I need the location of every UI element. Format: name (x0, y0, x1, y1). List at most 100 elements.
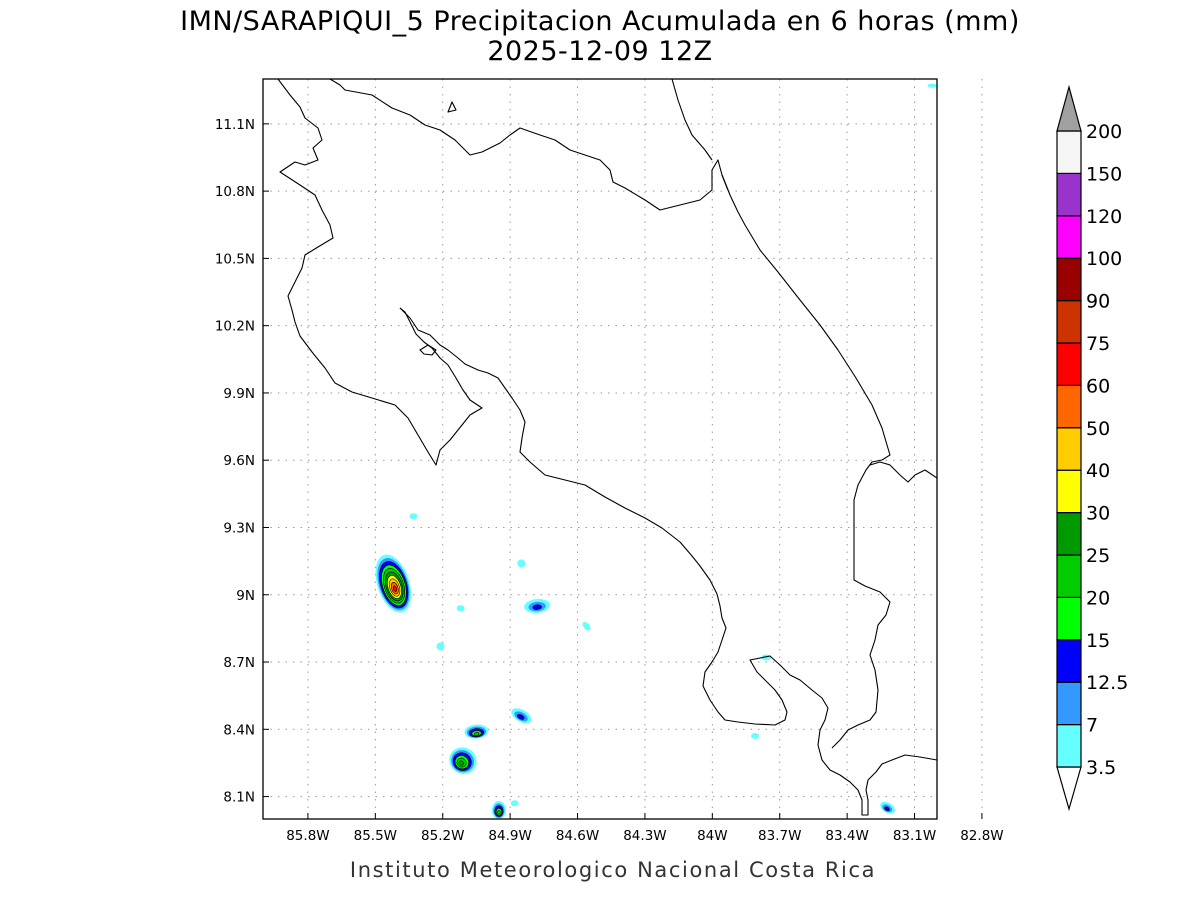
colorbar-label-7: 7 (1086, 715, 1098, 737)
contour-level-3.5 (436, 642, 445, 651)
pacific-coastline (277, 79, 483, 466)
lon-tick-label: 84.9W (488, 828, 531, 844)
colorbar-swatch-60 (1056, 342, 1082, 387)
contour-level-12.5 (884, 806, 890, 812)
contour-level-20 (473, 732, 480, 736)
colorbar-swatch-3.5 (1056, 723, 1082, 768)
contour-level-12.5 (532, 604, 542, 610)
limon-coast (869, 461, 937, 483)
colorbar-label-100: 100 (1086, 248, 1122, 270)
colorbar-upper-arrow (1056, 84, 1082, 132)
contour-level-3.5 (409, 513, 418, 520)
lon-tick-label: 83.1W (893, 828, 936, 844)
colorbar-label-50: 50 (1086, 418, 1110, 440)
colorbar-label-15: 15 (1086, 630, 1110, 652)
osa-west-cell-b (449, 747, 477, 775)
map-gridlines (263, 79, 983, 819)
colorbar-label-120: 120 (1086, 206, 1122, 228)
contour-level-25 (458, 760, 464, 766)
lat-tick-label: 9.9N (223, 386, 255, 402)
colorbar-swatch-15 (1056, 596, 1082, 641)
colorbar-swatch-90 (1056, 257, 1082, 302)
lat-tick-label: 9.6N (223, 453, 255, 469)
south-coast-cell (491, 801, 506, 819)
coastlines (277, 79, 937, 816)
precipitation-field (375, 83, 937, 819)
precipitation-colorbar: 3.5 7 12.5 15 20 25 30 40 50 60 75 90 100 120 150 200 (1056, 84, 1128, 812)
colorbar-label-3.5: 3.5 (1086, 757, 1116, 779)
colorbar-swatch-40 (1056, 427, 1082, 471)
lat-tick-label: 8.4N (223, 722, 255, 738)
colorbar-label-200: 200 (1086, 121, 1122, 143)
lon-tick-label: 84W (697, 828, 728, 844)
lon-tick-label: 84.6W (556, 828, 599, 844)
contour-level-3.5 (582, 621, 591, 631)
contour-level-3.5 (517, 559, 526, 568)
latitude-axis: 11.1N 10.8N 10.5N 10.2N 9.9N 9.6N 9.3N 9N 8.7N 8.… (215, 117, 269, 806)
panama-border-cell (880, 801, 895, 814)
lat-tick-label: 10.5N (215, 251, 255, 267)
lat-tick-label: 10.8N (215, 184, 255, 200)
colorbar-swatch-150 (1056, 130, 1082, 175)
caribbean-coastline (329, 79, 729, 211)
map-title-line-2: 2025-12-09 12Z (487, 36, 712, 67)
lat-tick-label: 11.1N (215, 117, 255, 133)
contour-level-3.5 (927, 83, 937, 88)
small-cell-9 (456, 605, 465, 612)
gulf-of-nicoya-coastline (399, 307, 937, 816)
colorbar-label-12.5: 12.5 (1086, 672, 1128, 694)
lon-tick-label: 83.4W (825, 828, 868, 844)
colorbar-swatch-120 (1056, 172, 1082, 217)
colorbar-swatch-100 (1056, 215, 1082, 259)
map-frame (262, 78, 938, 820)
lon-tick-label: 84.3W (623, 828, 666, 844)
colorbar-label-90: 90 (1086, 291, 1110, 313)
small-cell-1 (409, 513, 418, 520)
small-cell-8 (927, 83, 937, 88)
osa-west-cell-a (464, 724, 489, 739)
contour-level-20 (497, 810, 501, 815)
small-cell-3 (582, 621, 591, 631)
lon-tick-label: 85.8W (286, 828, 329, 844)
colorbar-swatch-75 (1056, 300, 1082, 344)
colorbar-swatch-7 (1056, 681, 1082, 726)
caribbean-coastline-east (671, 79, 891, 749)
colorbar-label-40: 40 (1086, 460, 1110, 482)
institution-footer: Instituto Meteorologico Nacional Costa R… (350, 858, 876, 882)
colorbar-label-75: 75 (1086, 333, 1110, 355)
colorbar-swatch-25 (1056, 511, 1082, 556)
colorbar-swatch-50 (1056, 384, 1082, 429)
lat-tick-label: 9N (236, 588, 255, 604)
small-cell-5 (751, 733, 760, 740)
colorbar-label-60: 60 (1086, 375, 1110, 397)
lat-tick-label: 8.1N (223, 790, 255, 806)
contour-level-3.5 (456, 605, 465, 612)
colorbar-swatch-20 (1056, 554, 1082, 599)
colorbar-lower-arrow (1056, 766, 1082, 812)
lat-tick-label: 8.7N (223, 655, 255, 671)
colorbar-label-150: 150 (1086, 163, 1122, 185)
colorbar-label-30: 30 (1086, 503, 1110, 525)
osa-north-cell (511, 708, 532, 724)
lon-tick-label: 83.7W (758, 828, 801, 844)
map-title-line-1: IMN/SARAPIQUI_5 Precipitacion Acumulada … (180, 6, 1020, 37)
colorbar-label-25: 25 (1086, 545, 1110, 567)
colorbar-label-20: 20 (1086, 587, 1110, 609)
lon-tick-label: 85.2W (421, 828, 464, 844)
lon-tick-label: 82.8W (960, 828, 1003, 844)
nicoya-peninsula-cell (375, 554, 412, 613)
colorbar-swatch-12.5 (1056, 639, 1082, 683)
longitude-axis: 85.8W 85.5W 85.2W 84.9W 84.6W 84.3W 84W 83.7W 83… (286, 813, 1004, 844)
island-gulf-nicoya (419, 344, 437, 356)
island-caribbean (447, 101, 457, 113)
contour-level-60 (392, 585, 398, 592)
puntarenas-cell (524, 598, 551, 614)
lat-tick-label: 9.3N (223, 520, 255, 536)
lon-tick-label: 85.5W (354, 828, 397, 844)
colorbar-swatch-30 (1056, 469, 1082, 514)
contour-level-12.5 (517, 714, 525, 720)
contour-level-3.5 (510, 800, 519, 807)
small-cell-6 (436, 642, 445, 651)
small-cell-2 (517, 559, 526, 568)
